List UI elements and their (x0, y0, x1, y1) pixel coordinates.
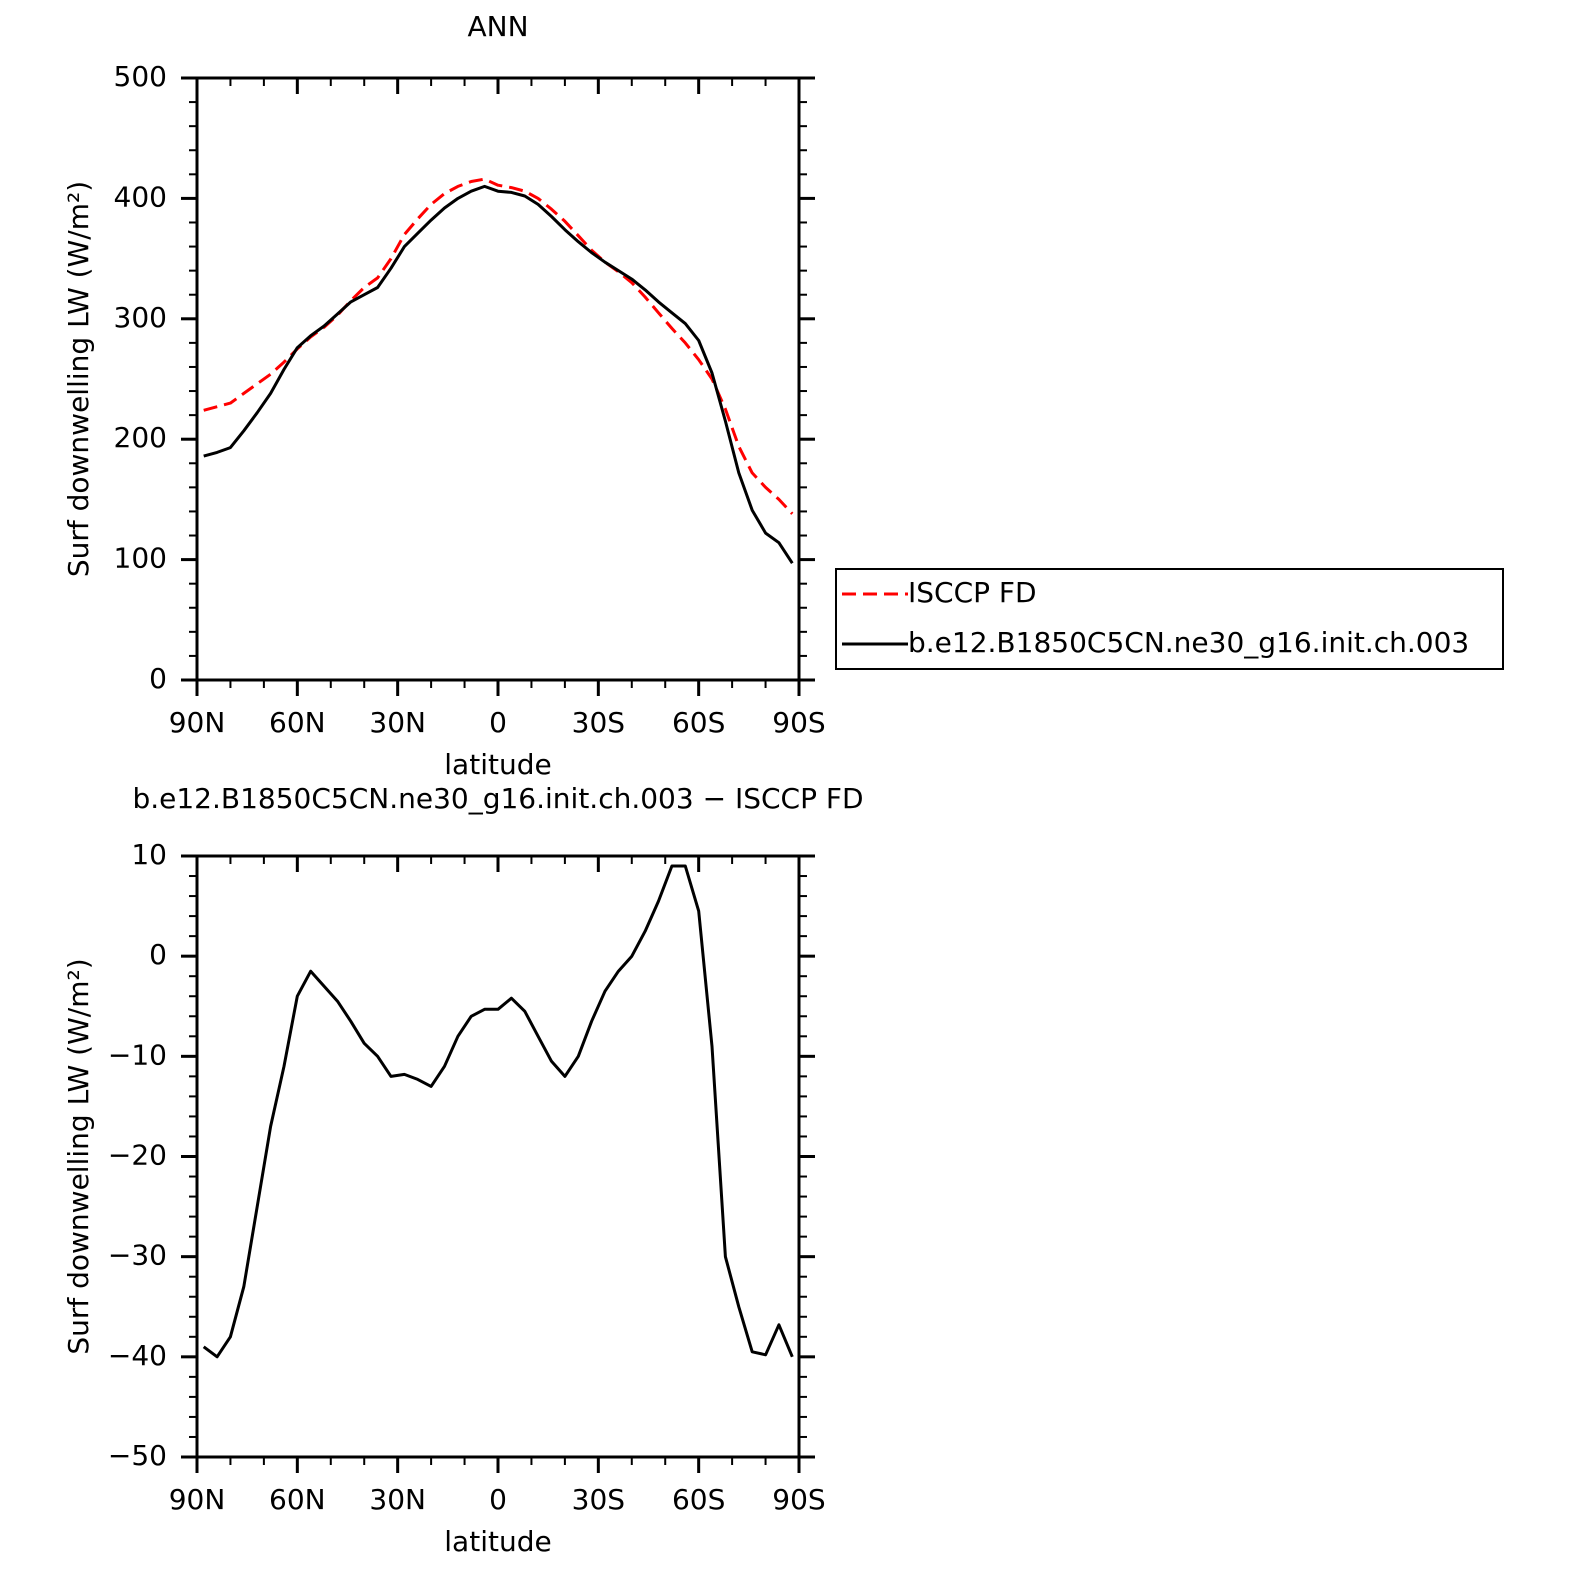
x-tick-label: 30N (369, 706, 426, 739)
data-line (202, 864, 794, 1359)
x-tick-label: 30S (572, 706, 625, 739)
x-tick-label: 0 (489, 706, 507, 739)
x-axis-label: latitude (444, 1525, 551, 1558)
y-tick-label: −50 (108, 1439, 167, 1472)
x-axis-label: latitude (444, 748, 551, 781)
legend-box (835, 568, 1504, 670)
panel: b.e12.B1850C5CN.ne30_g16.init.ch.003 − I… (62, 782, 864, 1558)
y-tick-label: 300 (114, 301, 167, 334)
legend: ISCCP FD b.e12.B1850C5CN.ne30_g16.init.ch… (835, 568, 1504, 670)
plot-frame (195, 76, 801, 682)
plot-frame (195, 854, 801, 1459)
y-axis-label: Surf downwelling LW (W/m²) (62, 958, 95, 1354)
y-axis-label: Surf downwelling LW (W/m²) (62, 181, 95, 577)
y-tick-label: −30 (108, 1239, 167, 1272)
x-tick-label: 90S (772, 1483, 825, 1516)
y-tick-label: −20 (108, 1139, 167, 1172)
x-tick-label: 60N (269, 706, 326, 739)
legend-label: b.e12.B1850C5CN.ne30_g16.init.ch.003 (908, 626, 1469, 659)
panel: ANN latitude Surf downwelling LW (W/m²) 0 10… (62, 10, 826, 781)
x-tick-label: 90N (169, 1483, 226, 1516)
data-line (203, 177, 794, 515)
x-tick-label: 90S (772, 706, 825, 739)
x-tick-label: 60S (672, 706, 725, 739)
x-tick-label: 30S (572, 1483, 625, 1516)
x-tick-label: 90N (169, 706, 226, 739)
y-tick-label: 200 (114, 421, 167, 454)
y-tick-label: 500 (114, 60, 167, 93)
y-tick-label: −10 (108, 1038, 167, 1071)
chart-title: b.e12.B1850C5CN.ne30_g16.init.ch.003 − I… (132, 782, 863, 815)
chart-title: ANN (467, 10, 528, 43)
x-tick-label: 30N (369, 1483, 426, 1516)
y-tick-label: 10 (131, 838, 167, 871)
x-tick-label: 60N (269, 1483, 326, 1516)
x-tick-label: 0 (489, 1483, 507, 1516)
legend-label: ISCCP FD (908, 576, 1037, 609)
y-tick-label: 0 (149, 938, 167, 971)
y-tick-label: −40 (108, 1339, 167, 1372)
y-tick-label: 400 (114, 180, 167, 213)
data-line (203, 184, 794, 565)
x-tick-label: 60S (672, 1483, 725, 1516)
y-tick-label: 0 (149, 662, 167, 695)
y-tick-label: 100 (114, 542, 167, 575)
